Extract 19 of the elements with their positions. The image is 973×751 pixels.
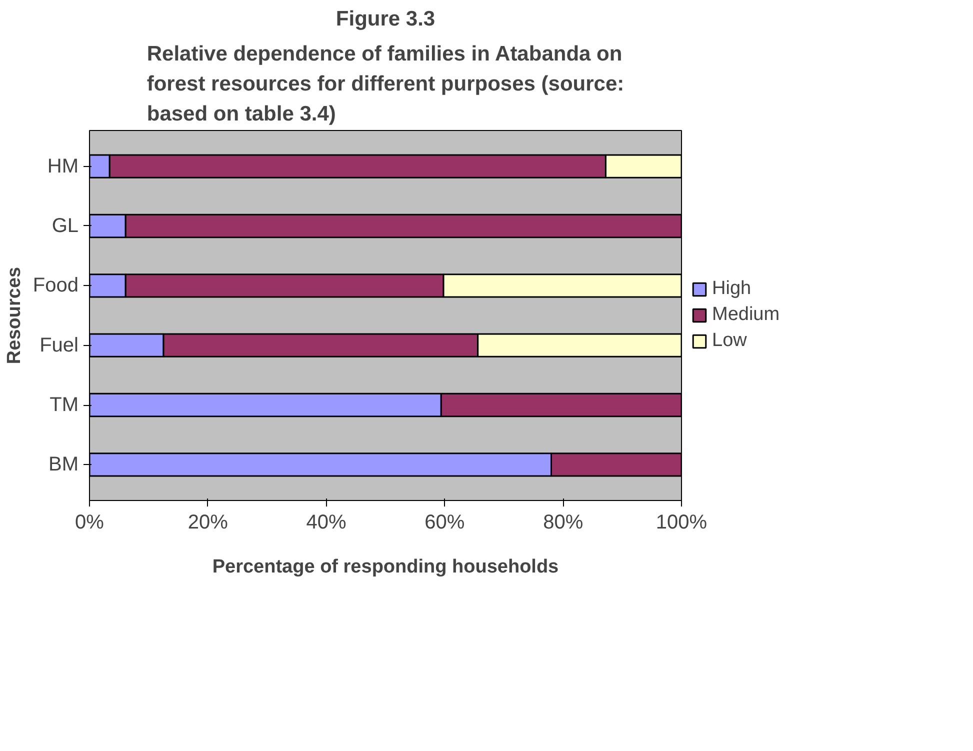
x-tick-label: 0% — [75, 512, 104, 534]
x-tick-label: 60% — [424, 512, 465, 534]
y-tick-label: Fuel — [40, 334, 78, 356]
y-tick-label: GL — [52, 214, 79, 237]
chart-title: Figure 3.3 — [336, 8, 436, 30]
x-tick-label: 80% — [543, 512, 584, 534]
legend-label: High — [712, 278, 752, 300]
y-axis-title: Resources — [4, 266, 25, 364]
x-tick-label: 20% — [188, 512, 228, 534]
x-tick-label: 40% — [306, 512, 347, 534]
legend-label: Medium — [712, 304, 780, 326]
y-tick-label: Food — [32, 274, 79, 297]
x-tick-label: 100% — [656, 512, 708, 534]
y-tick-label: HM — [47, 155, 79, 178]
chart-subtitle: Relative dependence of families in Atabanda on forest resources for different purposes (source: based on table 3.4) — [146, 42, 624, 126]
legend-label: Low — [712, 330, 747, 352]
y-tick-label: BM — [48, 454, 78, 476]
x-axis-title: Percentage of responding households — [212, 556, 559, 578]
y-tick-label: TM — [50, 394, 79, 416]
